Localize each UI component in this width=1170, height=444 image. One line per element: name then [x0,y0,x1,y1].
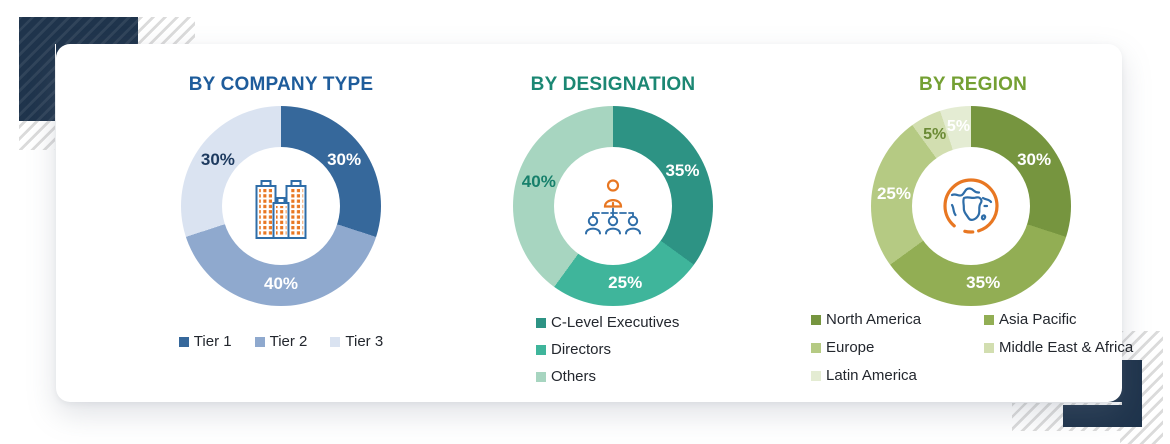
donut-region: 30% 35% 25% 5% 5% [871,106,1071,306]
slice-value-label: 30% [1017,150,1052,170]
slice-value-label: 30% [200,150,235,170]
slice-value-label: 25% [876,183,911,203]
donut-chart-designation: BY DESIGNATION [463,44,763,402]
donut-hole [912,147,1030,265]
legend-swatch [254,337,265,347]
legend-label: Others [551,368,597,385]
legend-label: Tier 3 [345,333,384,350]
chart-title-designation: BY DESIGNATION [530,74,696,95]
legend-item: Middle East & Africa [984,340,1133,356]
bottom-right-navy-bar-horizontal [1063,405,1142,427]
slice-value-label: 5% [923,125,947,143]
donut-chart-company-type: BY COMPANY TYPE [116,44,446,402]
legend-label: Latin America [826,367,917,384]
legend-company-type: Tier 1 Tier 2 Tier 3 [116,334,446,350]
legend-swatch [811,371,821,381]
legend-item: Tier 3 [330,334,383,350]
legend-item: Europe [811,340,984,356]
legend-swatch [330,337,341,347]
legend-item: Others [536,369,679,385]
legend-label: Tier 2 [269,333,308,350]
legend-item: Tier 2 [254,333,308,350]
slice-value-label: 30% [327,150,362,170]
legend-swatch [178,337,189,347]
slice-value-label: 5% [946,117,971,135]
slice-value-label: 40% [521,171,556,191]
donut-designation: 35% 25% 40% [513,106,713,306]
legend-item: C-Level Executives [536,315,679,331]
legend-swatch [536,372,546,382]
legend-label: Middle East & Africa [999,339,1134,356]
legend-label: Directors [551,341,612,358]
legend-region: North America Asia Pacific Europe Middle Ea… [811,312,1133,384]
chart-title-company-type: BY COMPANY TYPE [188,74,374,95]
slice-value-label: 35% [966,273,1001,293]
legend-item: Tier 1 [178,333,232,350]
top-left-navy-bar-vertical [19,17,55,121]
legend-label: Asia Pacific [999,311,1077,328]
legend-designation: C-Level Executives Directors Others [536,315,679,385]
legend-swatch [536,345,546,355]
chart-title-region: BY REGION [918,74,1028,95]
slice-value-label: 35% [665,160,700,180]
legend-swatch [984,315,994,325]
legend-label: C-Level Executives [551,314,680,331]
donut-company-type: 30% 40% 30% [181,106,381,306]
legend-label: Europe [826,339,875,356]
legend-swatch [984,343,994,353]
legend-swatch [811,343,821,353]
donut-chart-region: BY REGION [803,44,1143,402]
slice-value-label: 40% [263,274,299,293]
legend-item: Latin America [811,368,984,384]
legend-label: Tier 1 [193,333,232,350]
globe-icon [938,173,1004,239]
charts-card: BY COMPANY TYPE [56,44,1133,402]
org-chart-icon [582,177,644,235]
legend-label: North America [826,311,922,328]
legend-swatch [536,318,546,328]
legend-item: Asia Pacific [984,312,1133,328]
slice-value-label: 25% [608,273,643,293]
legend-swatch [811,315,821,325]
legend-item: Directors [536,342,679,358]
legend-item: North America [811,312,984,328]
buildings-icon [251,172,311,240]
